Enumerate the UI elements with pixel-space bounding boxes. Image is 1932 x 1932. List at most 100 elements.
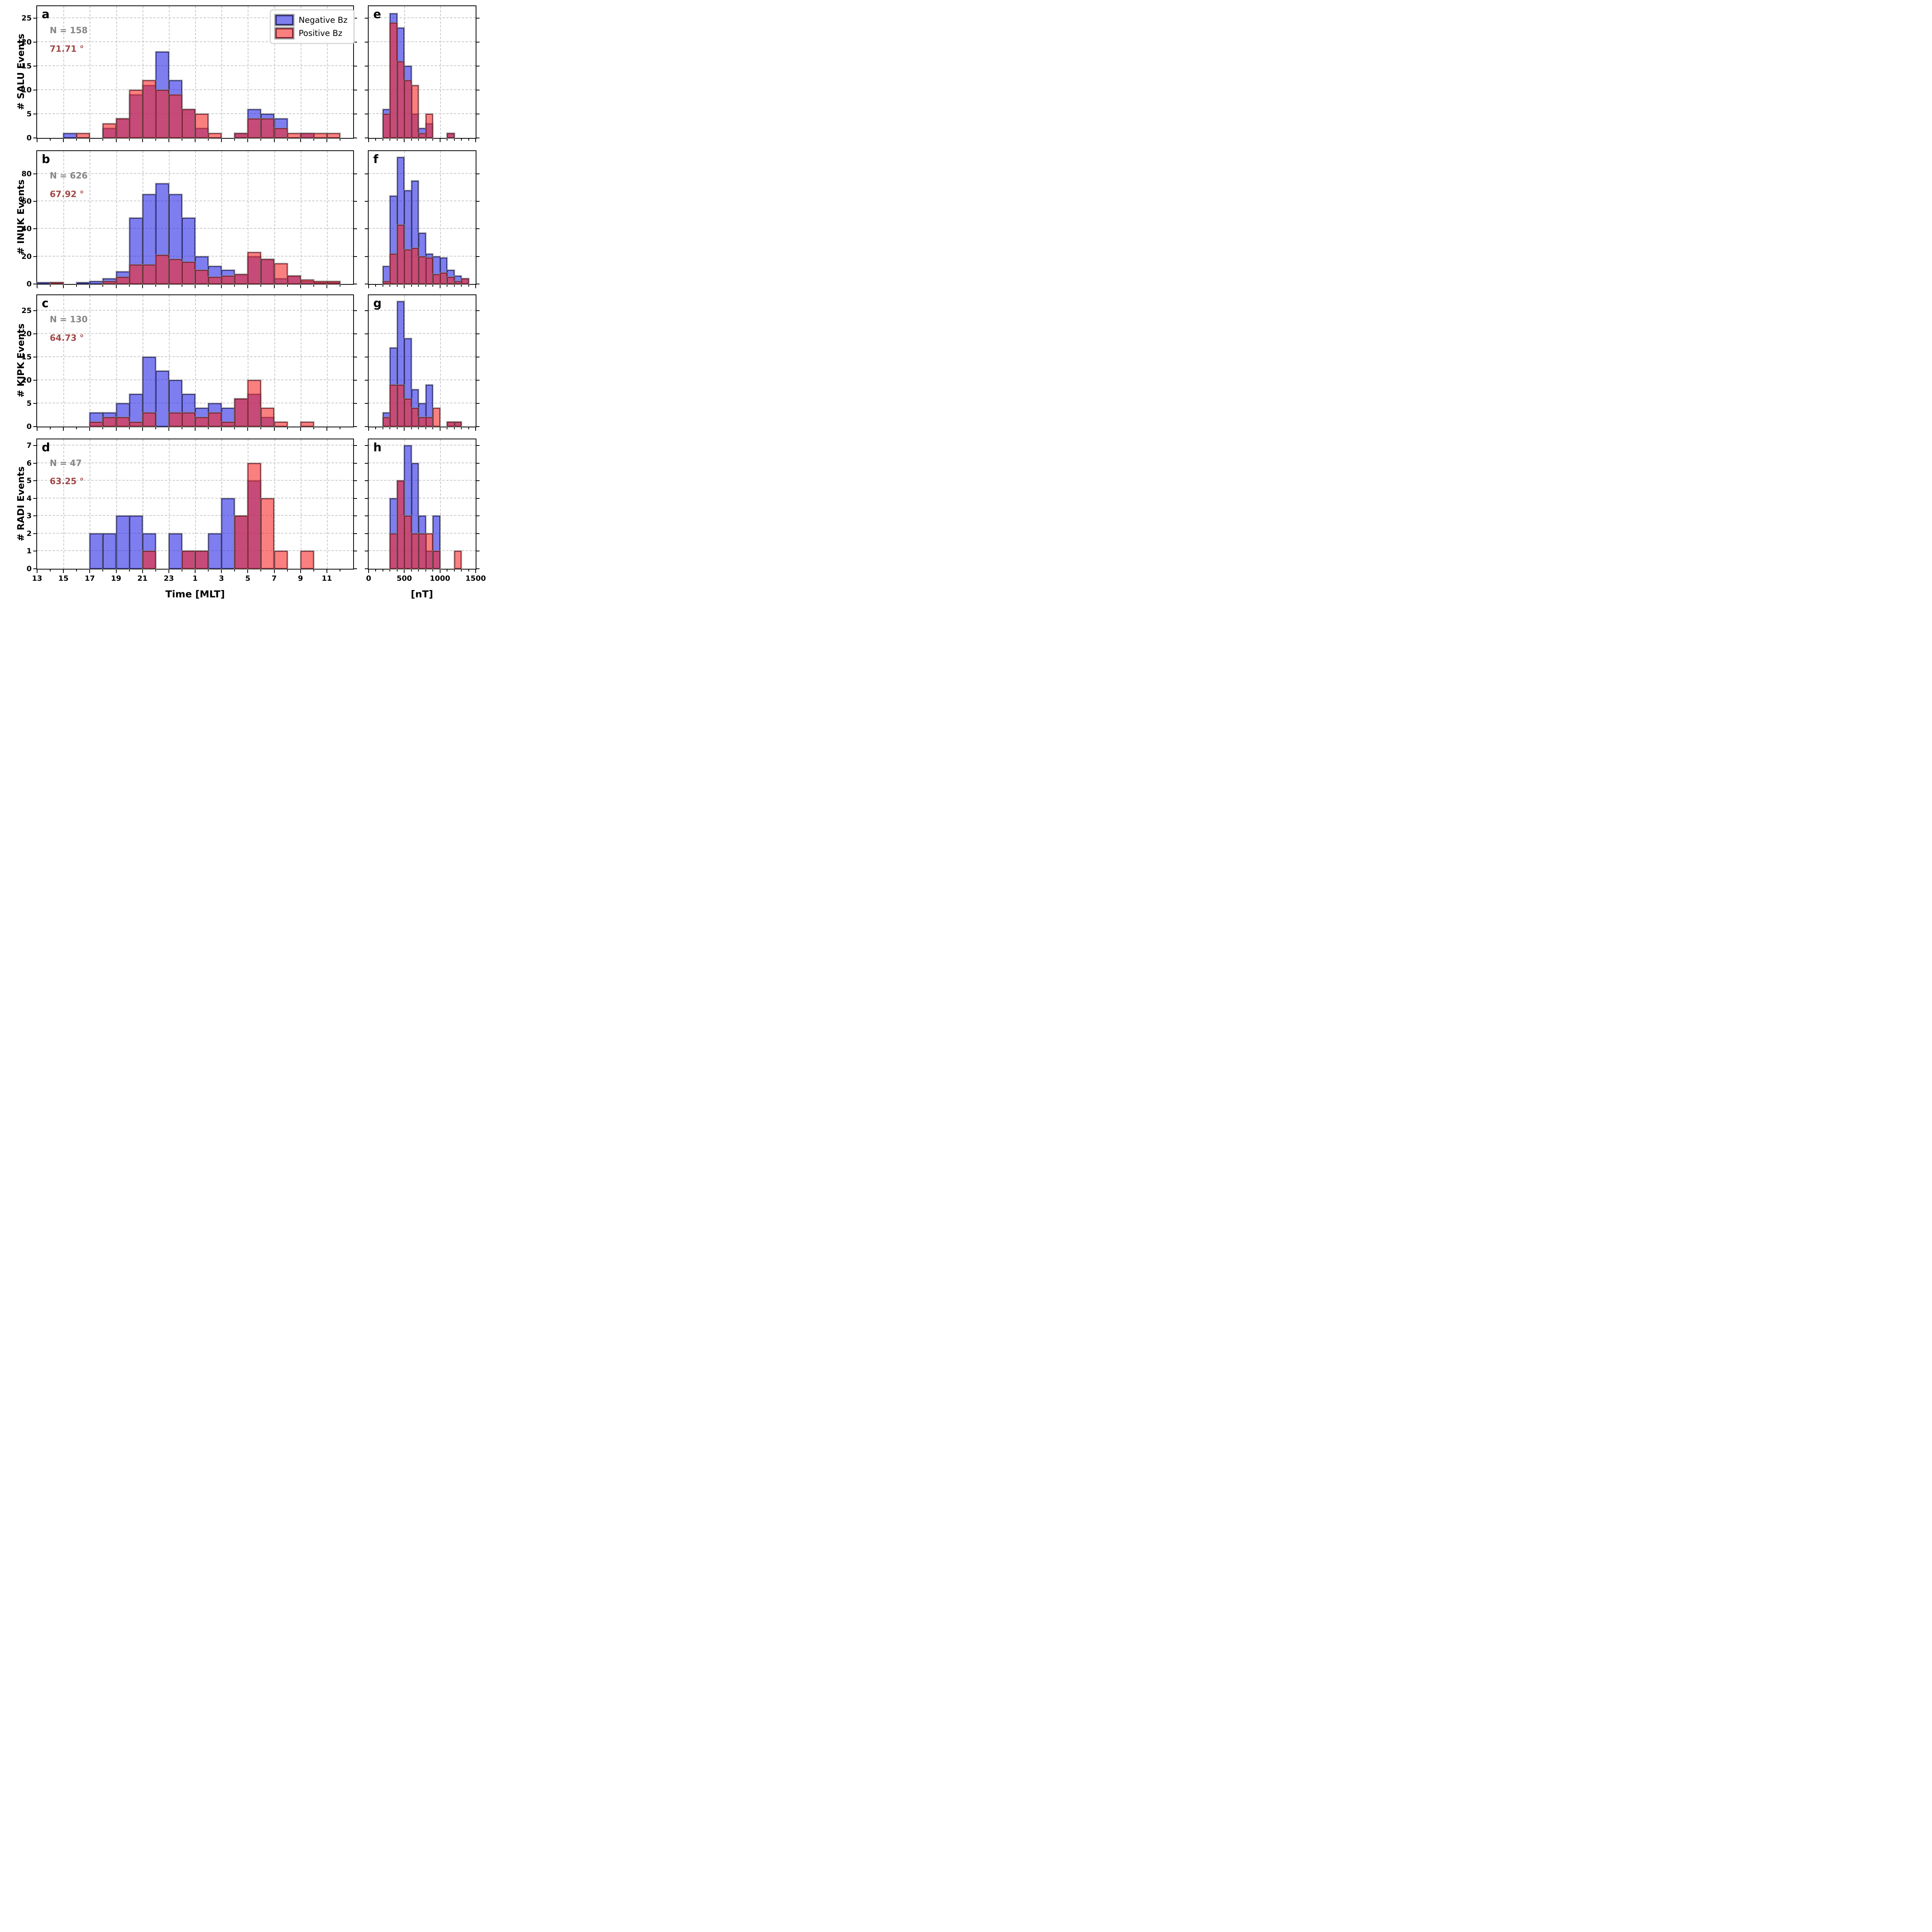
histogram-bar-red: [425, 533, 433, 569]
y-tick-label: 60: [21, 197, 32, 206]
x-tick: [247, 285, 248, 288]
x-minor-tick: [375, 570, 376, 571]
grid-line: [168, 295, 170, 427]
y-tick: [33, 18, 36, 19]
x-minor-tick: [425, 570, 426, 571]
x-tick: [89, 285, 90, 288]
grid-line: [274, 295, 275, 427]
histogram-bar-blue: [168, 533, 182, 569]
grid-line: [274, 6, 275, 138]
y-tick: [33, 498, 36, 499]
histogram-bar-red: [221, 422, 235, 427]
histogram-bar-blue: [77, 282, 90, 284]
x-minor-tick: [313, 285, 314, 287]
y-tick: [354, 173, 357, 174]
histogram-bar-red: [235, 398, 248, 427]
histogram-bar-red: [274, 128, 287, 138]
x-minor-tick: [234, 285, 235, 287]
histogram-bar-red: [142, 551, 156, 569]
grid-line: [168, 439, 170, 569]
y-tick: [354, 333, 357, 334]
y-tick: [354, 228, 357, 230]
histogram-bar-red: [248, 380, 261, 427]
x-tick: [404, 139, 405, 142]
y-tick-label: 25: [21, 306, 32, 315]
histogram-bar-blue: [103, 533, 116, 569]
latitude-angle-label: 71.71 °: [49, 44, 84, 54]
grid-line: [369, 444, 476, 446]
grid-line: [369, 333, 476, 334]
x-minor-tick: [155, 139, 156, 141]
x-minor-tick: [468, 427, 469, 429]
histogram-bar-red: [454, 551, 462, 569]
y-tick-label: 6: [26, 459, 32, 468]
y-tick-label: 4: [26, 494, 32, 503]
y-tick: [354, 445, 357, 446]
plot-area-f: [369, 151, 476, 284]
event-count-label: N = 626: [49, 171, 88, 181]
x-tick-label: 1000: [430, 574, 451, 583]
x-minor-tick: [432, 285, 434, 287]
y-tick: [365, 333, 368, 334]
y-tick: [365, 498, 368, 499]
x-minor-tick: [411, 285, 412, 287]
x-minor-tick: [375, 427, 376, 429]
x-minor-tick: [461, 427, 462, 429]
x-minor-tick: [287, 570, 288, 571]
panel-e: e: [365, 5, 480, 142]
x-minor-tick: [313, 139, 314, 141]
grid-line: [116, 6, 117, 138]
x-tick: [368, 427, 369, 431]
grid-line: [327, 6, 328, 138]
x-minor-tick: [208, 570, 209, 571]
x-minor-tick: [129, 285, 130, 287]
panel-h: 0 500 1000 1500 h: [365, 439, 486, 583]
y-tick: [365, 201, 368, 202]
histogram-bar-blue: [208, 533, 222, 569]
histogram-bar-red: [404, 80, 412, 138]
panel-letter-d: d: [42, 441, 50, 454]
x-tick: [475, 570, 476, 573]
x-minor-tick: [375, 285, 376, 287]
y-tick-label: 20: [21, 252, 32, 261]
histogram-bar-red: [235, 516, 248, 569]
y-tick: [476, 403, 480, 404]
histogram-bar-red: [287, 133, 301, 138]
figure-canvas: Negative Bz Positive Bz Time [MLT] [nT] …: [0, 0, 493, 609]
panel-letter-b: b: [42, 153, 50, 166]
x-minor-tick: [287, 139, 288, 141]
x-tick-label: 0: [366, 574, 371, 583]
x-axis-title-nt: [nT]: [411, 588, 433, 600]
y-tick: [33, 568, 36, 569]
x-tick: [116, 139, 117, 142]
x-minor-tick: [287, 285, 288, 287]
x-minor-tick: [432, 139, 434, 141]
y-tick-label: 40: [21, 224, 32, 233]
histogram-bar-red: [155, 90, 169, 138]
y-tick: [365, 42, 368, 43]
y-tick: [33, 379, 36, 381]
x-tick: [404, 570, 405, 573]
histogram-bar-red: [129, 265, 143, 284]
histogram-bar-red: [261, 498, 274, 569]
x-tick: [221, 570, 222, 573]
panel-letter-c: c: [42, 297, 49, 310]
histogram-bar-red: [129, 90, 143, 138]
y-tick: [476, 498, 480, 499]
x-minor-tick: [418, 570, 419, 571]
x-minor-tick: [425, 427, 426, 429]
x-minor-tick: [208, 427, 209, 429]
histogram-bar-red: [327, 281, 340, 284]
y-tick: [354, 379, 357, 381]
x-tick: [368, 285, 369, 288]
x-tick-label: 13: [32, 574, 43, 583]
x-tick: [195, 427, 196, 431]
grid-line: [327, 151, 328, 284]
histogram-bar-red: [142, 412, 156, 427]
histogram-bar-blue: [116, 516, 129, 569]
y-tick-label: 15: [21, 62, 32, 70]
histogram-bar-red: [425, 417, 433, 427]
histogram-bar-red: [425, 258, 433, 284]
plot-area-h: [369, 439, 476, 569]
x-minor-tick: [50, 285, 51, 287]
